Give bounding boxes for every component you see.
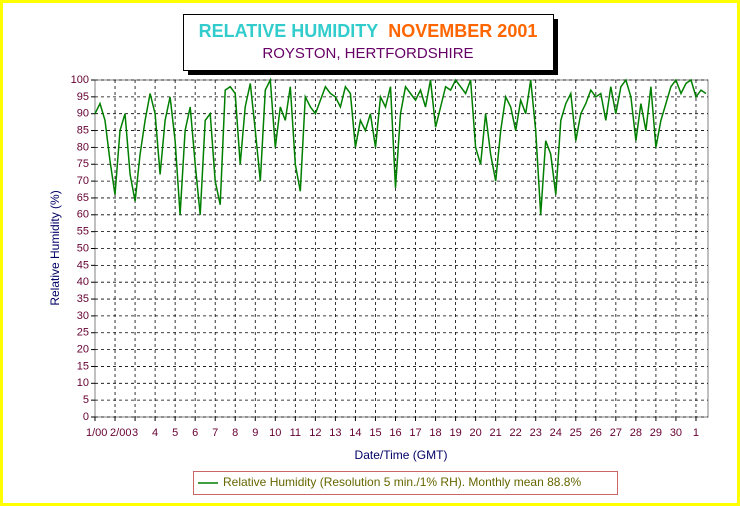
y-tick-label: 65 [77,192,89,204]
y-tick-label: 70 [77,175,89,187]
y-tick-label: 95 [77,91,89,103]
x-tick-label: 18 [429,427,441,439]
y-tick-label: 40 [77,276,89,288]
x-tick-label: 3 [132,427,138,439]
title-main: RELATIVE HUMIDITY [199,21,379,41]
data-line [94,77,707,215]
y-tick-label: 25 [77,327,89,339]
title-box [183,14,554,71]
y-tick-label: 0 [83,411,89,423]
x-tick-label: 27 [610,427,622,439]
x-tick-label: 24 [550,427,562,439]
x-tick-label: 17 [409,427,421,439]
x-tick-label: 28 [630,427,642,439]
y-tick-label: 10 [77,377,89,389]
x-tick-label: 4 [152,427,158,439]
x-tick-label: 25 [570,427,582,439]
x-tick-label: 29 [650,427,662,439]
x-tick-label: 5 [172,427,178,439]
x-tick-label: 19 [449,427,461,439]
x-tick-label: 9 [252,427,258,439]
y-tick-label: 15 [77,360,89,372]
x-tick-label: 23 [530,427,542,439]
x-tick-label: 1 [693,427,699,439]
legend [193,471,618,495]
x-tick-label: 1/00 [86,427,107,439]
x-tick-label: 11 [290,427,301,439]
title-period: NOVEMBER 2001 [388,21,537,41]
x-tick-label: 6 [192,427,198,439]
y-tick-label: 20 [77,344,89,356]
x-tick-label: 22 [510,427,522,439]
chart-title: RELATIVE HUMIDITY NOVEMBER 2001 [199,21,538,41]
y-tick-label: 75 [77,158,89,170]
y-tick-label: 30 [77,310,89,322]
y-tick-label: 50 [77,242,89,254]
y-tick-label: 80 [77,141,89,153]
y-tick-label: 45 [77,259,89,271]
x-tick-label: 10 [269,427,281,439]
x-tick-label: 13 [329,427,341,439]
x-tick-label: 12 [309,427,321,439]
y-axis-label: Relative Humidity (%) [48,190,62,305]
x-tick-label: 15 [369,427,381,439]
x-tick-label: 30 [670,427,682,439]
y-tick-label: 5 [83,394,89,406]
x-tick-label: 21 [490,427,502,439]
y-tick-label: 90 [77,108,89,120]
y-tick-label: 35 [77,293,89,305]
x-tick-label: 14 [349,427,361,439]
x-tick-label: 7 [212,427,218,439]
x-axis-label: Date/Time (GMT) [355,448,448,462]
x-tick-label: 2/00 [110,427,131,439]
chart-subtitle: ROYSTON, HERTFORDSHIRE [262,45,473,62]
x-tick-label: 20 [469,427,481,439]
x-tick-label: 8 [232,427,238,439]
legend-label: Relative Humidity (Resolution 5 min./1% … [223,475,581,489]
y-tick-label: 55 [77,226,89,238]
x-tick-label: 26 [590,427,602,439]
y-tick-label: 60 [77,209,89,221]
x-tick-label: 16 [389,427,401,439]
y-tick-label: 100 [71,74,89,86]
y-tick-label: 85 [77,124,89,136]
